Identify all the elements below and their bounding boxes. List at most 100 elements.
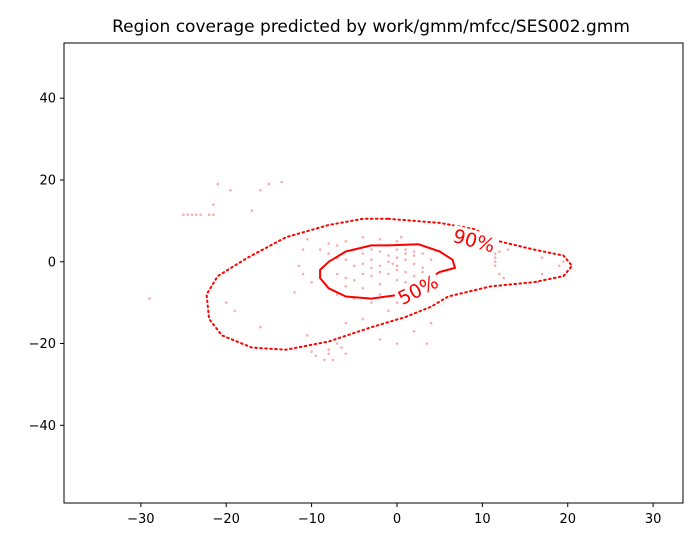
data-point-69 xyxy=(378,282,382,286)
coverage-contours: 90%50% xyxy=(205,217,573,351)
data-point-18 xyxy=(297,264,301,268)
data-point-13 xyxy=(212,203,215,206)
data-point-60 xyxy=(361,252,365,255)
data-point-97 xyxy=(344,240,348,243)
data-point-85 xyxy=(412,330,416,333)
data-point-61 xyxy=(370,248,373,251)
data-point-7 xyxy=(190,213,194,216)
data-point-43 xyxy=(404,258,407,262)
y-tick-label-1: −20 xyxy=(29,337,56,352)
data-point-24 xyxy=(310,350,313,354)
data-point-42 xyxy=(395,264,399,268)
x-tick-label-5: 20 xyxy=(559,512,576,527)
data-point-91 xyxy=(412,250,416,253)
x-axis-ticks: −30 −20 −10 0 10 20 30 xyxy=(127,503,661,527)
data-point-39 xyxy=(370,258,373,262)
data-point-0 xyxy=(216,182,219,186)
data-point-87 xyxy=(429,321,433,325)
data-point-73 xyxy=(335,293,339,296)
data-point-29 xyxy=(331,358,335,362)
data-point-67 xyxy=(344,285,348,288)
data-point-38 xyxy=(361,262,365,266)
data-point-45 xyxy=(421,266,424,270)
data-point-20 xyxy=(306,238,309,241)
data-point-80 xyxy=(387,309,390,313)
data-point-14 xyxy=(148,297,151,300)
data-point-83 xyxy=(378,338,382,341)
data-point-65 xyxy=(404,252,407,255)
x-tick-label-6: 30 xyxy=(645,512,662,527)
data-point-100 xyxy=(493,252,497,255)
data-point-90 xyxy=(404,248,407,251)
data-point-84 xyxy=(395,342,399,345)
data-point-92 xyxy=(421,252,424,255)
x-tick-label-1: −20 xyxy=(213,512,240,527)
data-point-34 xyxy=(327,252,331,255)
data-point-10 xyxy=(207,213,211,216)
data-point-63 xyxy=(387,254,390,257)
data-point-62 xyxy=(378,250,382,253)
data-point-40 xyxy=(378,264,382,268)
contour-label-90-percent: 90% xyxy=(451,225,497,257)
data-point-81 xyxy=(361,317,365,321)
data-point-76 xyxy=(395,301,399,304)
data-point-93 xyxy=(395,248,399,251)
data-point-4 xyxy=(280,180,284,184)
data-point-5 xyxy=(182,213,185,216)
data-point-31 xyxy=(344,352,348,356)
contour-label-gap-1 xyxy=(392,270,444,311)
data-point-52 xyxy=(378,270,382,274)
data-point-3 xyxy=(267,182,271,186)
y-tick-label-2: 0 xyxy=(48,255,56,270)
data-point-88 xyxy=(395,240,399,243)
data-point-36 xyxy=(344,258,348,262)
x-tick-label-0: −30 xyxy=(127,512,154,527)
plot-area-frame xyxy=(63,42,684,504)
data-point-23 xyxy=(306,334,309,337)
data-point-95 xyxy=(378,238,382,241)
data-point-26 xyxy=(323,358,326,362)
data-point-15 xyxy=(224,301,228,304)
data-point-112 xyxy=(506,248,510,251)
data-point-2 xyxy=(259,188,262,192)
data-point-68 xyxy=(361,287,365,290)
data-point-66 xyxy=(412,254,416,257)
data-point-8 xyxy=(195,213,198,216)
data-point-12 xyxy=(250,209,254,212)
contour-90-percent xyxy=(205,217,573,351)
data-point-113 xyxy=(259,325,262,329)
data-point-55 xyxy=(404,270,407,274)
data-point-22 xyxy=(310,280,313,284)
data-point-57 xyxy=(421,270,424,274)
data-point-110 xyxy=(562,260,565,264)
data-point-77 xyxy=(378,293,382,296)
data-point-104 xyxy=(498,250,501,253)
data-point-102 xyxy=(493,260,497,264)
y-tick-label-0: −40 xyxy=(29,419,56,434)
data-point-1 xyxy=(229,188,232,192)
data-point-51 xyxy=(370,274,373,278)
data-point-89 xyxy=(399,235,403,239)
y-axis-ticks: −40 −20 0 20 40 xyxy=(29,92,64,434)
data-point-49 xyxy=(353,278,356,282)
data-point-101 xyxy=(493,256,497,260)
data-point-109 xyxy=(557,264,561,268)
data-point-17 xyxy=(293,291,296,294)
data-point-71 xyxy=(404,280,407,284)
data-point-25 xyxy=(314,354,318,358)
data-point-33 xyxy=(318,248,322,251)
data-point-28 xyxy=(327,352,331,356)
data-point-9 xyxy=(199,213,202,216)
data-point-103 xyxy=(493,264,497,268)
data-point-96 xyxy=(361,235,365,239)
data-point-19 xyxy=(301,248,305,251)
data-point-58 xyxy=(391,262,395,266)
scatter-points xyxy=(148,180,565,362)
contour-label-gap-0 xyxy=(448,224,499,258)
data-point-72 xyxy=(370,266,373,270)
data-point-105 xyxy=(498,272,501,276)
data-point-46 xyxy=(429,258,433,262)
data-point-64 xyxy=(395,256,399,260)
data-point-56 xyxy=(412,274,416,278)
